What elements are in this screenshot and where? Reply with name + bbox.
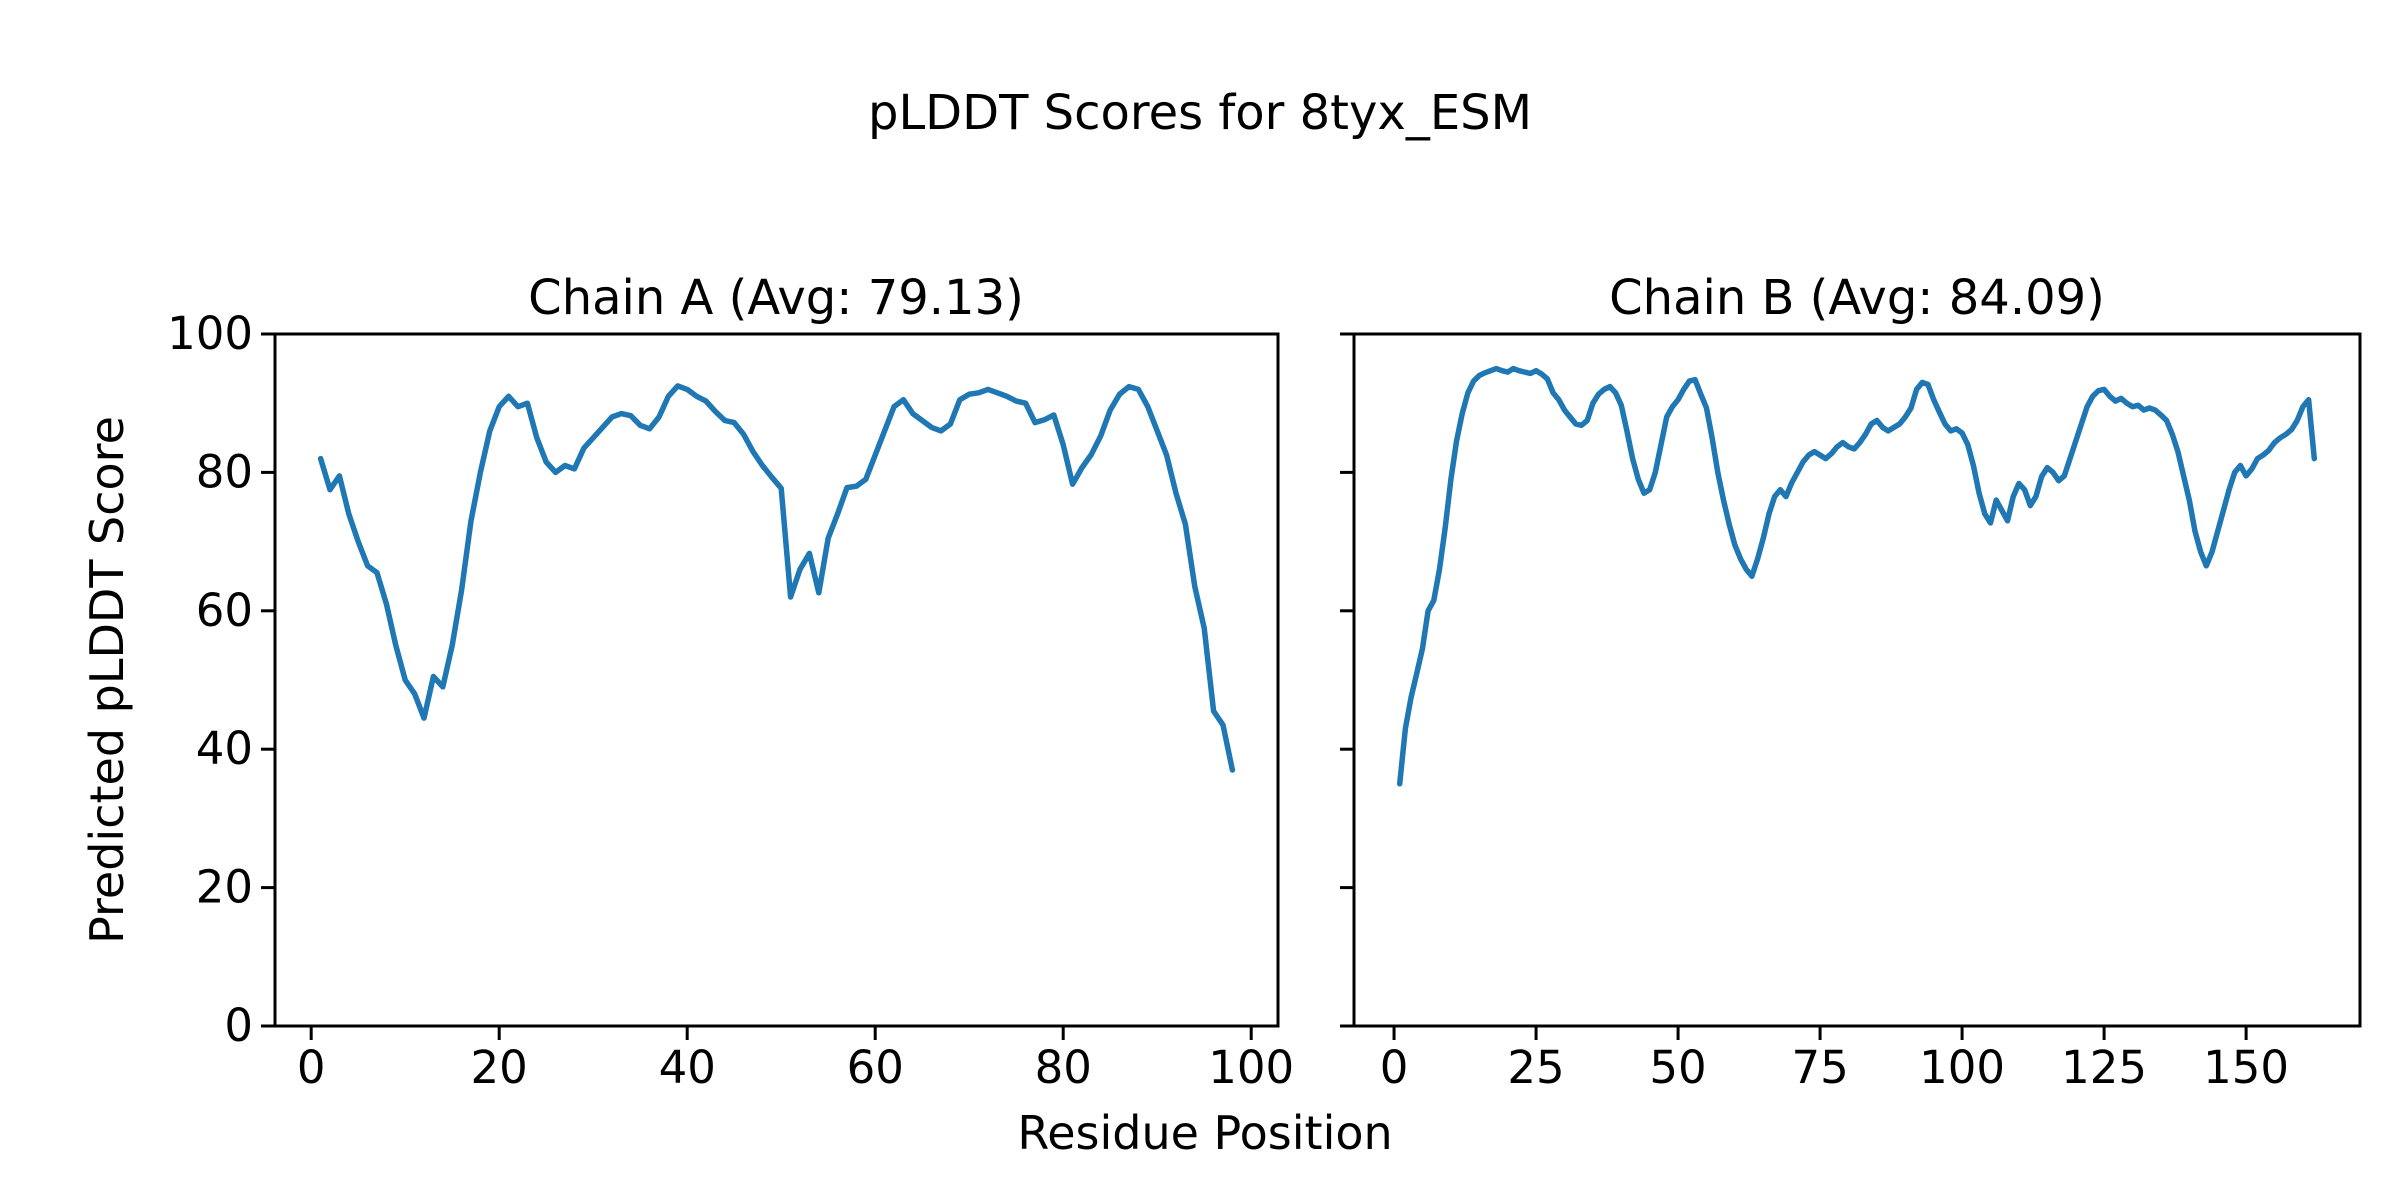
x-tick-label-chain-a: 80 [1035, 1041, 1092, 1094]
axes-frame-chain-a [273, 332, 1280, 1028]
figure-title: pLDDT Scores for 8tyx_ESM [867, 85, 1533, 141]
y-tick-label-chain-a: 100 [167, 307, 253, 360]
plddt-line-chain-a [317, 383, 1236, 773]
x-tick-label-chain-a: 0 [297, 1041, 326, 1094]
chain-a-subplot-title: Chain A (Avg: 79.13) [528, 270, 1024, 326]
plddt-line-chain-b [1396, 365, 2318, 787]
x-tick-label-chain-b: 75 [1791, 1041, 1848, 1094]
x-tick-label-chain-b: 125 [2061, 1041, 2147, 1094]
x-tick-label-chain-b: 25 [1507, 1041, 1564, 1094]
x-tick-label-chain-a: 100 [1208, 1041, 1294, 1094]
x-tick-label-chain-a: 60 [847, 1041, 904, 1094]
y-tick-label-chain-a: 80 [196, 445, 253, 498]
y-axis-label: Predicted pLDDT Score [80, 416, 134, 944]
x-tick-label-chain-b: 50 [1649, 1041, 1706, 1094]
x-axis-label: Residue Position [1017, 1106, 1393, 1160]
x-tick-label-chain-b: 100 [1919, 1041, 2005, 1094]
x-tick-label-chain-a: 40 [659, 1041, 716, 1094]
y-tick-label-chain-a: 40 [196, 722, 253, 775]
x-tick-label-chain-b: 0 [1380, 1041, 1409, 1094]
y-tick-label-chain-a: 60 [196, 584, 253, 637]
y-tick-label-chain-a: 20 [196, 861, 253, 914]
chain-b-subplot-title: Chain B (Avg: 84.09) [1609, 270, 2105, 326]
axes-frame-chain-b [1352, 332, 2362, 1028]
x-tick-label-chain-b: 150 [2203, 1041, 2289, 1094]
x-tick-label-chain-a: 20 [471, 1041, 528, 1094]
y-tick-label-chain-a: 0 [224, 999, 253, 1052]
